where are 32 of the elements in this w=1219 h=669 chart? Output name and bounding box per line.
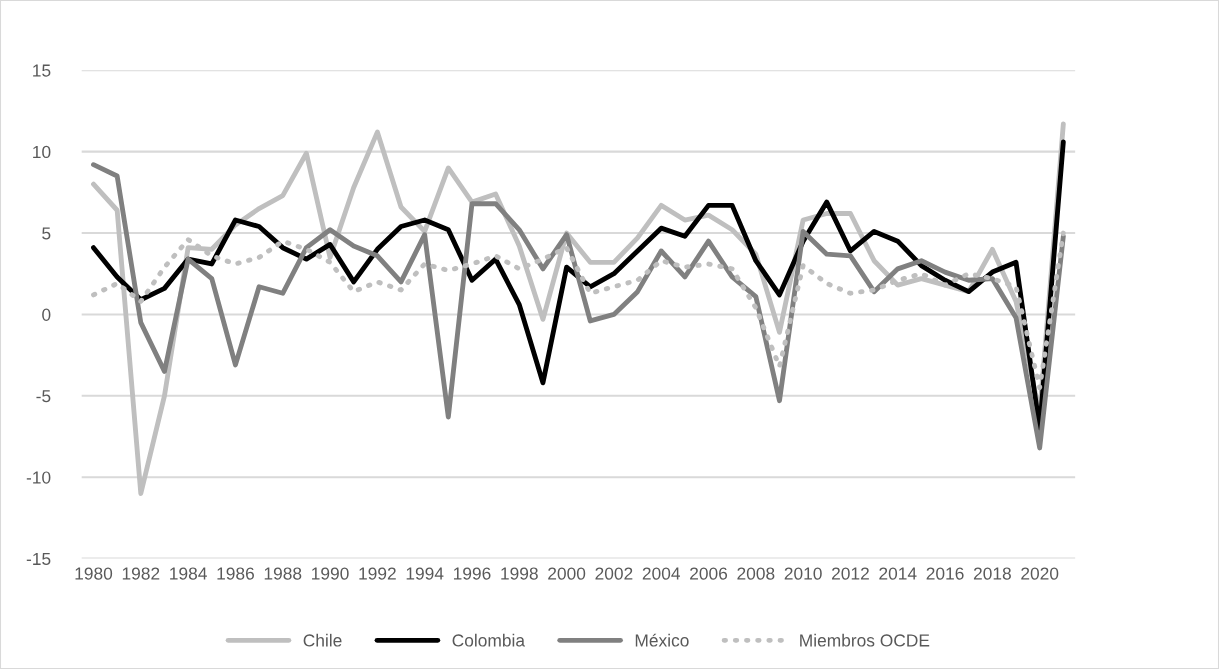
x-tick-label: 2002 xyxy=(595,567,633,580)
x-tick-label: 1988 xyxy=(264,567,302,580)
x-tick-label: 2018 xyxy=(973,567,1011,580)
x-tick-label: 2016 xyxy=(926,567,964,580)
x-tick-label: 1990 xyxy=(312,567,349,580)
x-tick-label: 2012 xyxy=(832,567,869,580)
y-tick-label: -5 xyxy=(36,390,51,403)
y-tick-label: 0 xyxy=(42,308,51,321)
x-tick-label: 1996 xyxy=(453,567,491,580)
x-tick-label: 2004 xyxy=(642,567,681,580)
legend-label: Colombia xyxy=(452,633,526,647)
x-tick-label: 2010 xyxy=(784,567,822,580)
x-tick-label: 1984 xyxy=(170,567,207,580)
y-tick-label: 5 xyxy=(42,227,51,240)
x-tick-label: 1998 xyxy=(501,567,538,580)
legend-label: Miembros OCDE xyxy=(800,633,930,647)
x-tick-label: 1986 xyxy=(217,567,254,580)
x-tick-label: 2014 xyxy=(879,567,917,580)
legend-label: Chile xyxy=(303,633,342,647)
x-tick-label: 1982 xyxy=(122,567,160,580)
y-tick-label: -15 xyxy=(26,552,51,566)
y-tick-label: 10 xyxy=(33,145,51,159)
x-tick-label: 2020 xyxy=(1021,567,1059,580)
x-tick-label: 1992 xyxy=(359,567,396,580)
y-tick-label: 15 xyxy=(33,64,51,77)
x-tick-label: 2000 xyxy=(548,567,586,580)
x-tick-label: 1980 xyxy=(75,567,113,580)
legend-label: México xyxy=(635,633,689,647)
y-tick-label: -10 xyxy=(26,471,51,484)
x-tick-label: 2006 xyxy=(690,567,728,580)
x-tick-label: 1994 xyxy=(406,567,444,580)
x-tick-label: 2008 xyxy=(737,567,775,580)
